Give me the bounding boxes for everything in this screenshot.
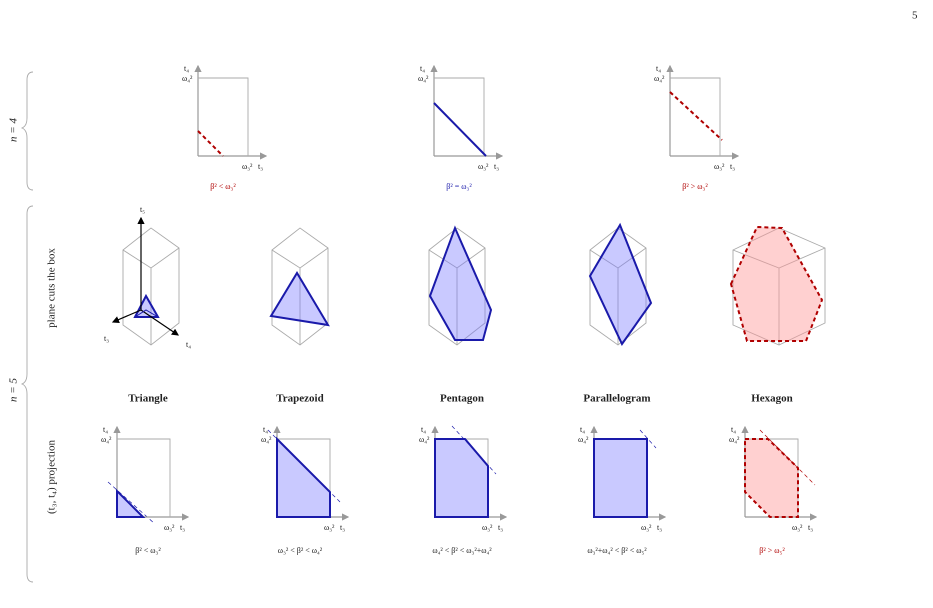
axis-label: ω₄² [418, 74, 429, 83]
box [271, 247, 329, 269]
region [593, 438, 648, 518]
page-number: 5 [912, 10, 918, 22]
axis-label: t₃ [258, 162, 263, 171]
section [428, 225, 493, 341]
axis-label: ω₃² [641, 523, 652, 532]
section [588, 222, 653, 346]
row-label: n = 5 [8, 378, 20, 402]
axis-label: ω₄² [182, 74, 193, 83]
axis-3d [111, 309, 142, 323]
condition: ω₃² < β² < ω₄² [278, 546, 323, 555]
axis-label: ω₃² [242, 162, 253, 171]
axis-label: t₄ [263, 425, 268, 434]
axis-label: t₃ [657, 523, 662, 532]
shape-name: Hexagon [751, 393, 793, 405]
condition: ω₃²+ω₄² < β² < ω₅² [587, 546, 647, 555]
cut-line [669, 91, 723, 141]
box [122, 247, 180, 269]
condition: β² > ω₅² [759, 546, 785, 555]
axis-label: ω₃² [714, 162, 725, 171]
section-lines [134, 309, 159, 318]
axis-label: t₃ [104, 334, 109, 343]
axis-label: ω₄² [654, 74, 665, 83]
axis-label: ω₄² [261, 435, 272, 444]
shape-name: Triangle [128, 393, 168, 405]
axis-label: t₃ [494, 162, 499, 171]
brace [20, 71, 34, 191]
cut-line [433, 102, 487, 157]
condition: ω₄² < β² < ω₃²+ω₄² [432, 546, 492, 555]
region [116, 488, 146, 518]
axis-label: t₄ [656, 64, 661, 73]
extension [451, 425, 497, 475]
axis-label: t₄ [731, 425, 736, 434]
axis-label: t₄ [421, 425, 426, 434]
shape-name: Parallelogram [583, 393, 650, 405]
shape-name: Pentagon [440, 393, 484, 405]
cut-line [197, 130, 224, 157]
condition: β² < ω₃² [135, 546, 161, 555]
section [269, 271, 330, 327]
axis-label: t₅ [140, 205, 145, 214]
box [670, 77, 721, 156]
row-label: (t₃, t₄) projection [46, 440, 58, 514]
box [271, 227, 329, 346]
axis-label: t₄ [103, 425, 108, 434]
shape-name: Trapezoid [276, 393, 323, 405]
axis-label: t₄ [184, 64, 189, 73]
axis-label: t₄ [420, 64, 425, 73]
row-label: n = 4 [8, 118, 20, 142]
box [122, 227, 180, 346]
brace [20, 205, 34, 583]
box [117, 438, 171, 517]
axis-label: ω₄² [729, 435, 740, 444]
axis-label: t₃ [340, 523, 345, 532]
condition: β² > ω₃² [682, 182, 708, 191]
axis-label: ω₃² [482, 523, 493, 532]
axis-label: ω₄² [578, 435, 589, 444]
region [276, 436, 331, 518]
axis-label: ω₄² [101, 435, 112, 444]
condition: β² < ω₃² [210, 182, 236, 191]
axis-label: t₃ [180, 523, 185, 532]
axis-3d [140, 309, 179, 336]
axis-label: ω₃² [324, 523, 335, 532]
box [428, 227, 486, 346]
region [744, 438, 799, 518]
row-label: plane cuts the box [46, 248, 58, 328]
box [434, 77, 485, 156]
axis-label: t₄ [186, 340, 191, 349]
axis-label: t₃ [730, 162, 735, 171]
region [434, 438, 489, 518]
axis-label: ω₄² [419, 435, 430, 444]
axis-label: ω₃² [164, 523, 175, 532]
section [729, 225, 824, 342]
axis-label: t₃ [498, 523, 503, 532]
condition: β² = ω₃² [446, 182, 472, 191]
axis-label: ω₃² [792, 523, 803, 532]
axis-label: t₄ [580, 425, 585, 434]
box [198, 77, 249, 156]
axis-label: t₃ [808, 523, 813, 532]
axis-label: ω₃² [478, 162, 489, 171]
